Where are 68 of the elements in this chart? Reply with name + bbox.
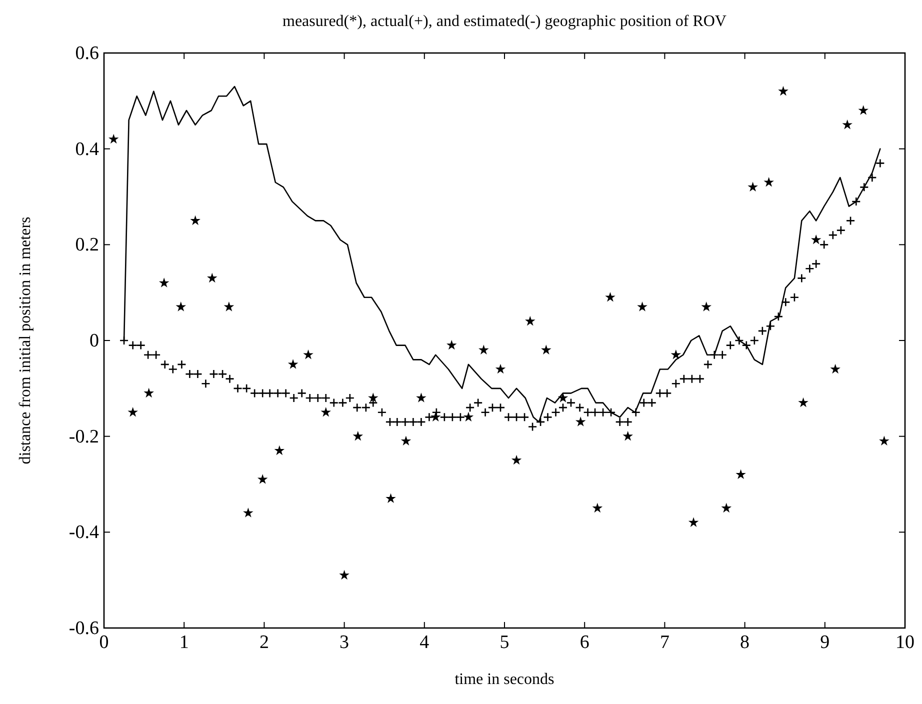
point <box>479 345 488 354</box>
point <box>542 345 551 354</box>
point <box>812 235 821 244</box>
y-tick-label: 0.6 <box>75 43 99 64</box>
x-tick-label: 7 <box>660 632 670 653</box>
point <box>340 570 349 580</box>
point <box>748 182 758 192</box>
point <box>606 292 615 302</box>
chart-title: measured(*), actual(+), and estimated(-) geographic position of ROV <box>282 13 727 30</box>
point <box>109 134 118 144</box>
x-tick-label: 1 <box>179 632 189 653</box>
point <box>258 474 268 484</box>
point <box>512 456 522 464</box>
point <box>576 417 586 426</box>
point <box>671 350 680 359</box>
x-tick-label: 3 <box>340 632 350 653</box>
y-tick-label: -0.2 <box>68 426 99 448</box>
point <box>702 302 711 311</box>
point <box>842 120 852 129</box>
y-tick-label: 0 <box>90 330 99 352</box>
point <box>368 393 378 402</box>
point <box>496 364 506 374</box>
point <box>386 494 396 503</box>
point <box>764 178 774 186</box>
point <box>592 503 602 512</box>
point <box>638 302 647 311</box>
point <box>304 350 313 359</box>
x-tick-label: 8 <box>740 632 750 653</box>
point <box>447 340 456 350</box>
x-tick-label: 9 <box>820 632 830 653</box>
x-tick-label: 5 <box>500 632 510 653</box>
point <box>736 470 746 479</box>
point <box>880 436 889 446</box>
point <box>274 446 284 455</box>
y-tick-label: 0.4 <box>75 138 100 160</box>
point <box>321 408 330 416</box>
point <box>778 86 788 96</box>
point <box>689 518 698 526</box>
point <box>160 278 169 287</box>
x-tick-label: 10 <box>896 632 914 653</box>
line-series <box>123 86 881 423</box>
point <box>401 436 410 446</box>
point <box>244 508 253 517</box>
point <box>176 302 186 311</box>
point <box>722 503 731 512</box>
x-tick-label: 4 <box>420 632 430 653</box>
y-tick-label: 0.2 <box>75 234 99 256</box>
point <box>830 364 840 374</box>
point <box>190 216 200 225</box>
point <box>526 316 535 326</box>
point <box>144 388 154 398</box>
point <box>353 432 362 440</box>
point <box>464 412 473 422</box>
point <box>798 398 808 407</box>
point <box>623 432 632 440</box>
y-axis-title: distance from initial position in meters <box>17 216 34 464</box>
point <box>208 273 217 282</box>
point <box>224 302 234 311</box>
y-tick-label: -0.4 <box>68 522 100 544</box>
x-tick-label: 6 <box>580 632 590 653</box>
point <box>288 360 298 368</box>
point <box>128 408 138 416</box>
x-axis-title: time in seconds <box>454 671 554 688</box>
point <box>416 393 426 402</box>
point <box>431 412 440 422</box>
y-tick-label: -0.6 <box>68 618 99 639</box>
x-tick-label: 2 <box>259 632 269 653</box>
point <box>858 106 868 114</box>
